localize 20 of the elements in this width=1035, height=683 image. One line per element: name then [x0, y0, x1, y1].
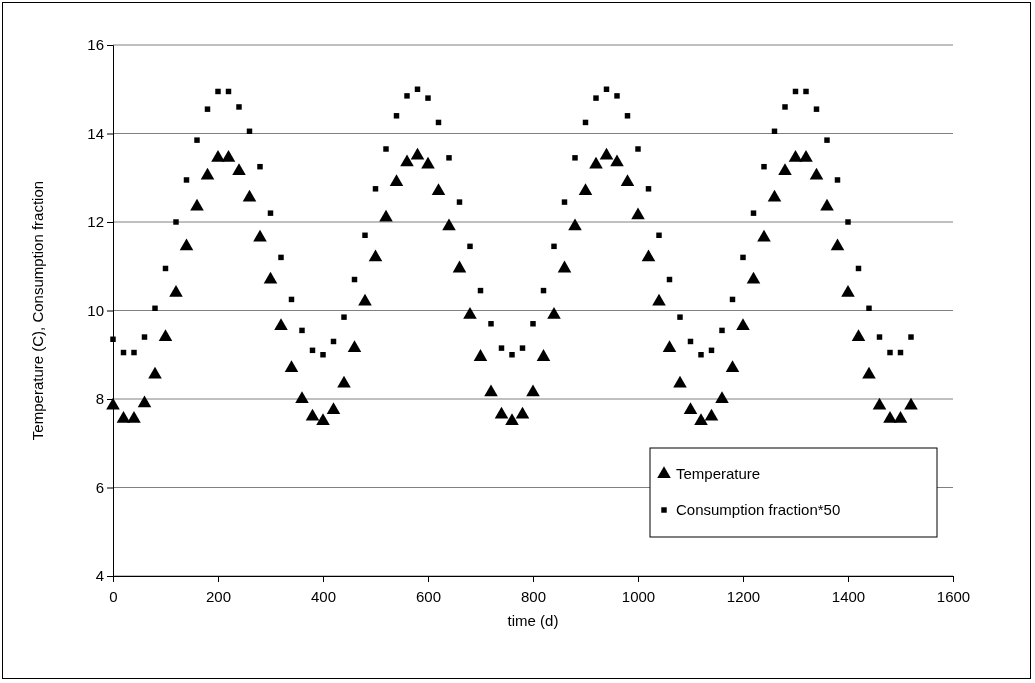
y-axis-title: Temperature (C), Consumption fraction: [29, 180, 46, 441]
y-tick-label: 6: [95, 478, 104, 496]
y-tick-label: 16: [87, 36, 104, 54]
y-tick-label: 12: [87, 213, 104, 231]
legend-label: Consumption fraction*50: [676, 501, 841, 518]
x-tick-label: 1600: [936, 587, 971, 605]
x-tick-label: 1400: [831, 587, 866, 605]
x-tick-label: 800: [520, 587, 547, 605]
x-tick-label: 1000: [621, 587, 656, 605]
legend-label: Temperature: [676, 465, 761, 482]
x-tick-label: 200: [205, 587, 232, 605]
y-tick-label: 10: [87, 301, 104, 319]
x-axis-title: time (d): [507, 612, 559, 629]
x-tick-label: 600: [415, 587, 442, 605]
y-tick-label: 8: [95, 390, 104, 408]
x-tick-label: 400: [310, 587, 337, 605]
x-tick-label: 0: [109, 587, 118, 605]
x-tick-label: 1200: [726, 587, 761, 605]
y-tick-label: 14: [87, 124, 104, 142]
y-tick-label: 4: [95, 567, 104, 585]
